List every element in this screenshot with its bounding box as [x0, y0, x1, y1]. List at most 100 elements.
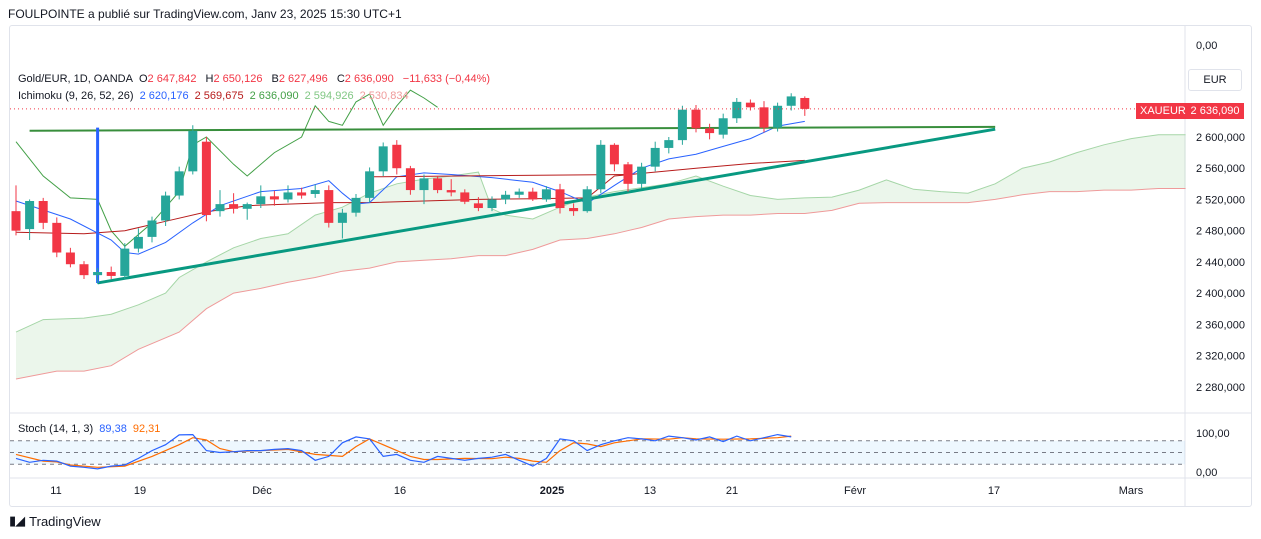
- close-label: C: [336, 73, 345, 85]
- candle-body: [609, 144, 619, 165]
- candle-body: [52, 222, 62, 253]
- time-tick-label: Déc: [252, 485, 272, 497]
- ichimoku-chikou-value: 2 636,090: [249, 90, 299, 102]
- change-value: −11,633 (−0,44%): [402, 73, 491, 85]
- symbol-name[interactable]: Gold/EUR, 1D, OANDA: [18, 73, 133, 85]
- time-tick-label: Mars: [1119, 485, 1144, 497]
- candle-body: [773, 105, 783, 128]
- candle-body: [93, 272, 103, 276]
- stoch-tick-label: 0,00: [1196, 467, 1217, 479]
- price-tick-label: 2 520,000: [1196, 194, 1245, 206]
- time-tick-label: 2025: [540, 485, 564, 497]
- candle-body: [351, 197, 361, 213]
- candle-body: [473, 203, 483, 209]
- ichimoku-chikou-line: [15, 89, 438, 248]
- candle-body: [133, 236, 143, 249]
- candle-body: [120, 248, 130, 276]
- ichimoku-span-b-line: [15, 188, 1186, 380]
- candle-body: [732, 101, 742, 119]
- candle-body: [514, 191, 524, 195]
- stoch-d-value: 92,31: [132, 423, 161, 435]
- price-tick-label: 2 440,000: [1196, 257, 1245, 269]
- candle-body: [256, 196, 266, 205]
- candle-body: [623, 164, 633, 184]
- price-tick-label: 0,00: [1196, 40, 1217, 52]
- candle-body: [555, 189, 565, 209]
- chart-frame[interactable]: 0,00 2 600,000 2 560,000 2 520,000 2 480,000…: [9, 25, 1252, 507]
- candle-body: [229, 204, 239, 209]
- price-tick-label: 2 560,000: [1196, 163, 1245, 175]
- candle-body: [11, 211, 21, 231]
- ichimoku-legend: Ichimoku (9, 26, 52, 26) 2 620,176 2 569…: [18, 90, 412, 102]
- ichimoku-kijun-value: 2 569,675: [194, 90, 244, 102]
- candle-body: [677, 109, 687, 141]
- candle-body: [759, 107, 769, 128]
- candle-body: [664, 140, 674, 148]
- candle-body: [745, 102, 755, 108]
- price-tick-label: 2 600,000: [1196, 132, 1245, 144]
- candle-body: [582, 189, 592, 212]
- symbol-price-badge: XAUEUR: [1136, 103, 1190, 119]
- candle-body: [569, 208, 579, 212]
- tradingview-logo[interactable]: ▮◢ TradingView: [9, 513, 101, 529]
- candle-body: [786, 96, 796, 106]
- price-tick-label: 2 480,000: [1196, 226, 1245, 238]
- price-tick-label: 2 320,000: [1196, 351, 1245, 363]
- candle-body: [596, 144, 606, 190]
- price-tick-label: 2 360,000: [1196, 319, 1245, 331]
- candle-body: [460, 192, 470, 202]
- candle-body: [446, 190, 456, 193]
- ichimoku-span-b-value: 2 530,834: [359, 90, 409, 102]
- candle-body: [65, 252, 75, 265]
- open-label: O: [138, 73, 148, 85]
- candle-body: [324, 190, 334, 223]
- ichimoku-span-a-value: 2 594,926: [304, 90, 354, 102]
- ascending-trendline: [97, 127, 996, 285]
- candle-body: [310, 190, 320, 194]
- time-tick-label: 17: [988, 485, 1000, 497]
- high-value: 2 650,126: [213, 73, 263, 85]
- candle-body: [201, 141, 211, 216]
- price-tick-label: 2 400,000: [1196, 288, 1245, 300]
- candle-body: [147, 220, 157, 237]
- ichimoku-label[interactable]: Ichimoku (9, 26, 52, 26): [18, 90, 134, 102]
- horizontal-resistance-line: [29, 125, 996, 132]
- time-tick-label: Févr: [844, 485, 866, 497]
- candle-body: [800, 97, 810, 109]
- candle-body: [392, 144, 402, 169]
- candle-body: [269, 196, 279, 200]
- time-tick-label: 19: [134, 485, 146, 497]
- stoch-legend: Stoch (14, 1, 3) 89,38 92,31: [18, 423, 163, 435]
- candle-body: [637, 166, 647, 184]
- candle-body: [79, 264, 89, 276]
- candle-body: [283, 192, 293, 200]
- candle-body: [106, 272, 116, 276]
- candle-body: [419, 178, 429, 191]
- currency-button[interactable]: EUR: [1188, 69, 1242, 91]
- candle-body: [528, 191, 538, 200]
- candle-body: [691, 109, 701, 129]
- stoch-label[interactable]: Stoch (14, 1, 3): [18, 423, 94, 435]
- candle-body: [38, 201, 48, 223]
- open-value: 2 647,842: [147, 73, 197, 85]
- candle-body: [433, 178, 443, 191]
- tradingview-brand: TradingView: [29, 513, 101, 529]
- time-tick-label: 16: [394, 485, 406, 497]
- price-tick-label: 2 280,000: [1196, 382, 1245, 394]
- candle-body: [541, 189, 551, 200]
- chart-canvas[interactable]: 0,00 2 600,000 2 560,000 2 520,000 2 480,000…: [10, 26, 1252, 507]
- candle-body: [215, 204, 225, 212]
- close-value: 2 636,090: [344, 73, 394, 85]
- time-tick-label: 13: [644, 485, 656, 497]
- candle-body: [718, 118, 728, 135]
- low-value: 2 627,496: [278, 73, 328, 85]
- candle-body: [297, 192, 307, 196]
- candle-body: [650, 147, 660, 167]
- ichimoku-cloud: [16, 134, 1186, 379]
- high-label: H: [205, 73, 214, 85]
- candle-body: [188, 130, 198, 172]
- ichimoku-tenkan-value: 2 620,176: [139, 90, 189, 102]
- candle-body: [378, 146, 388, 172]
- candle-body: [365, 171, 375, 198]
- stoch-tick-label: 100,00: [1196, 428, 1230, 440]
